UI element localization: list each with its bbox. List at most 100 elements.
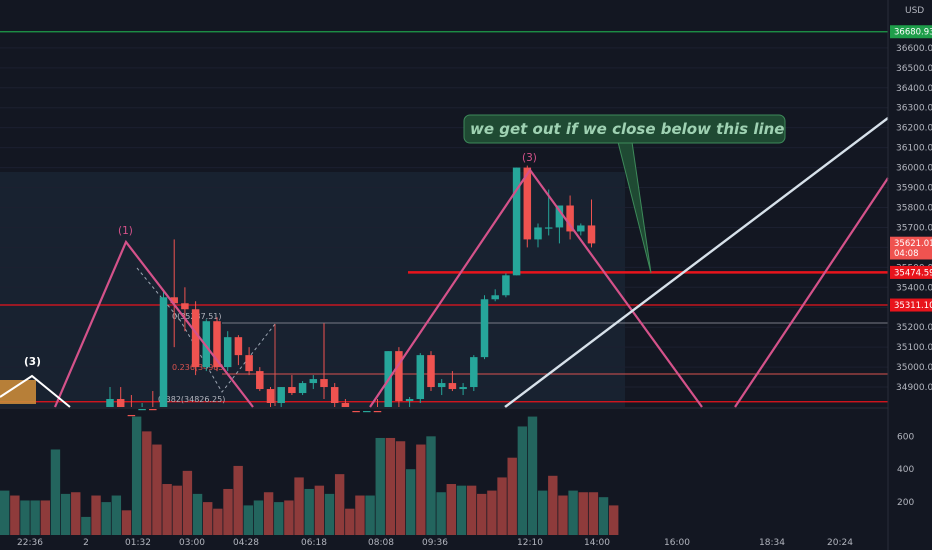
wave-label-3-top: (3) [522,152,537,164]
volume-bar [101,502,111,535]
candle-body [470,357,478,388]
grid-lines [0,47,888,388]
volume-bar [71,492,81,535]
volume-bar [131,416,142,535]
wave-left-white [0,374,71,408]
candle-body [363,410,371,413]
volume-bar [50,449,61,535]
candle [170,239,178,348]
volume-bar [385,437,396,535]
candle [298,381,307,396]
volume-bar [203,502,213,535]
candle [234,335,243,366]
volume-bar [223,488,233,535]
candle [116,387,125,407]
projection-line [504,117,889,408]
candle-body [106,399,114,407]
volume-bar [294,477,304,535]
candle [523,165,532,248]
wave-3-triangle [369,168,703,408]
candle-body [566,205,574,232]
volume-bar [477,493,487,535]
candle-body [330,387,339,404]
volume-bar [253,500,264,535]
candle [277,387,285,407]
wave-label-3-left: (3) [24,356,41,368]
volume-bar [345,508,355,535]
candle-body [405,399,414,402]
volume-bar [60,493,71,535]
candle-body [480,299,489,358]
volume-bars [0,416,619,535]
volume-bar [172,485,182,535]
callout-box [463,114,786,144]
volume-bar [375,437,385,535]
volume-bar [30,500,40,535]
volume-bar [416,444,426,535]
price-tag: 35474.59 [890,265,932,279]
volume-bar [81,516,91,535]
candle [459,383,467,396]
candle-body [277,387,285,404]
candle-body [437,383,446,388]
candle [138,403,146,411]
candle-body [138,408,146,411]
horizontal-levels [0,31,888,403]
candle-body [352,410,360,413]
price-tick-label: 35800.00 [896,203,932,213]
volume-bar [111,495,122,535]
candle [245,347,253,376]
time-tick-label: 20:24 [827,538,853,548]
candle [470,355,478,392]
volume-bar [152,444,162,535]
candle-body [170,297,178,304]
volume-bar [609,505,619,535]
volume-bar [527,416,538,535]
volume-tick-label: 600 [897,432,914,442]
price-tag-label: 36680.93 [894,28,932,38]
price-tick-label: 35100.00 [896,343,932,353]
volume-bar [436,492,446,535]
price-tick-label: 36100.00 [896,144,932,154]
candle-body [245,355,253,372]
volume-bar [548,475,558,535]
candle [288,375,296,396]
candle-body [555,205,564,228]
candle-body [587,225,596,244]
price-tick-label: 36400.00 [896,84,932,94]
volume-bar [40,500,50,535]
volume-bar [91,495,101,535]
volume-bar [162,484,172,535]
volume-bar [0,490,10,535]
volume-bar [355,495,365,535]
candle-body [373,410,382,413]
candle [213,317,221,372]
position-box [0,380,36,404]
volume-bar [20,500,30,535]
candle-body [191,309,200,368]
candle [106,387,114,407]
price-tick-label: 36500.00 [896,64,932,74]
volume-bar [142,431,152,535]
wave-1-triangle [53,239,254,408]
candle [363,410,371,413]
volume-bar [507,457,517,535]
candle-body [491,295,499,300]
time-tick-label: 04:28 [233,538,259,548]
time-tick-label: 12:10 [517,538,543,548]
candle [352,410,360,413]
volume-bar [284,500,294,535]
candle [181,287,189,332]
price-tag: 04:08 [890,246,932,260]
candle-body [459,387,467,390]
price-tag: 36680.93 [890,25,932,39]
candle-body [288,387,296,394]
volume-bar [456,485,467,535]
fib-label-0382: 0.382(34826.25) [158,395,225,404]
candle-body [149,408,157,411]
volume-bar [263,492,274,535]
candle [534,223,542,248]
volume-bar [537,490,548,535]
candle [266,387,275,407]
price-tick-label: 35200.00 [896,323,932,333]
